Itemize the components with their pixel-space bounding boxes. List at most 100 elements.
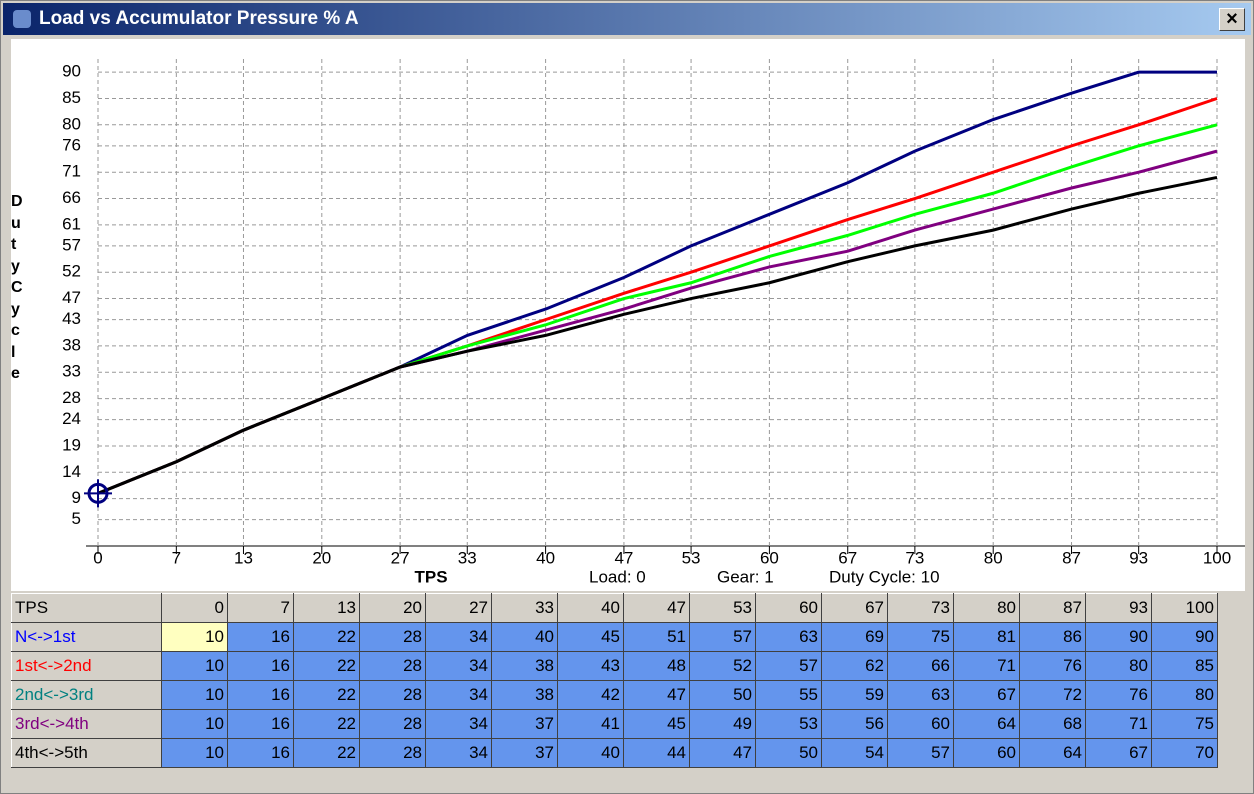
value-cell[interactable]: 16	[227, 709, 294, 739]
value-cell[interactable]: 40	[491, 622, 558, 652]
value-cell[interactable]: 22	[293, 738, 360, 768]
value-cell[interactable]: 57	[689, 622, 756, 652]
value-cell[interactable]: 55	[755, 680, 822, 710]
value-cell[interactable]: 37	[491, 709, 558, 739]
value-cell[interactable]: 22	[293, 709, 360, 739]
value-cell[interactable]: 42	[557, 680, 624, 710]
value-cell[interactable]: 69	[821, 622, 888, 652]
y-tick-label: 28	[62, 388, 81, 407]
value-cell[interactable]: 81	[953, 622, 1020, 652]
value-cell[interactable]: 52	[689, 651, 756, 681]
value-cell[interactable]: 10	[161, 709, 228, 739]
value-cell[interactable]: 49	[689, 709, 756, 739]
value-cell[interactable]: 75	[887, 622, 954, 652]
value-cell[interactable]: 64	[1019, 738, 1086, 768]
value-cell[interactable]: 62	[821, 651, 888, 681]
value-cell[interactable]: 90	[1085, 622, 1152, 652]
value-cell[interactable]: 16	[227, 738, 294, 768]
value-cell[interactable]: 10	[161, 622, 228, 652]
value-cell[interactable]: 44	[623, 738, 690, 768]
value-cell[interactable]: 10	[161, 738, 228, 768]
value-cell[interactable]: 66	[887, 651, 954, 681]
value-cell[interactable]: 28	[359, 738, 426, 768]
value-cell[interactable]: 56	[821, 709, 888, 739]
row-label: N<->1st	[11, 622, 162, 652]
status-duty: Duty Cycle: 10	[829, 567, 940, 586]
value-cell[interactable]: 71	[1085, 709, 1152, 739]
value-cell[interactable]: 10	[161, 680, 228, 710]
value-cell[interactable]: 47	[623, 680, 690, 710]
value-cell[interactable]: 76	[1019, 651, 1086, 681]
value-cell[interactable]: 34	[425, 651, 492, 681]
value-cell[interactable]: 41	[557, 709, 624, 739]
header-cell: 80	[953, 593, 1020, 623]
x-tick-label: 80	[984, 548, 1003, 567]
value-cell[interactable]: 50	[689, 680, 756, 710]
value-cell[interactable]: 34	[425, 738, 492, 768]
value-cell[interactable]: 63	[887, 680, 954, 710]
value-cell[interactable]: 47	[689, 738, 756, 768]
value-cell[interactable]: 34	[425, 709, 492, 739]
x-tick-label: 27	[391, 548, 410, 567]
value-cell[interactable]: 54	[821, 738, 888, 768]
y-tick-label: 66	[62, 188, 81, 207]
value-cell[interactable]: 10	[161, 651, 228, 681]
value-cell[interactable]: 64	[953, 709, 1020, 739]
value-cell[interactable]: 22	[293, 651, 360, 681]
value-cell[interactable]: 51	[623, 622, 690, 652]
value-cell[interactable]: 60	[953, 738, 1020, 768]
value-cell[interactable]: 67	[1085, 738, 1152, 768]
value-cell[interactable]: 57	[887, 738, 954, 768]
value-cell[interactable]: 43	[557, 651, 624, 681]
value-cell[interactable]: 90	[1151, 622, 1218, 652]
value-cell[interactable]: 45	[623, 709, 690, 739]
value-cell[interactable]: 80	[1151, 680, 1218, 710]
chart-bg	[11, 39, 1245, 591]
value-cell[interactable]: 68	[1019, 709, 1086, 739]
y-tick-label: 80	[62, 114, 81, 133]
y-tick-label: 24	[62, 409, 81, 428]
value-cell[interactable]: 28	[359, 709, 426, 739]
value-cell[interactable]: 34	[425, 680, 492, 710]
value-cell[interactable]: 48	[623, 651, 690, 681]
value-cell[interactable]: 38	[491, 651, 558, 681]
header-cell: 73	[887, 593, 954, 623]
table-row: 4th<->5th 10 16 22 28 34 37 40 44 47 50 54 57 60 64 67 7…	[11, 738, 1218, 768]
x-axis-label: TPS	[414, 567, 447, 586]
value-cell[interactable]: 71	[953, 651, 1020, 681]
value-cell[interactable]: 67	[953, 680, 1020, 710]
value-cell[interactable]: 22	[293, 622, 360, 652]
value-cell[interactable]: 40	[557, 738, 624, 768]
value-cell[interactable]: 86	[1019, 622, 1086, 652]
y-tick-label: 85	[62, 88, 81, 107]
value-cell[interactable]: 50	[755, 738, 822, 768]
value-cell[interactable]: 70	[1151, 738, 1218, 768]
value-cell[interactable]: 57	[755, 651, 822, 681]
value-cell[interactable]: 28	[359, 622, 426, 652]
x-tick-label: 40	[536, 548, 555, 567]
window-title: Load vs Accumulator Pressure % A	[39, 8, 359, 29]
value-cell[interactable]: 72	[1019, 680, 1086, 710]
value-cell[interactable]: 22	[293, 680, 360, 710]
value-cell[interactable]: 59	[821, 680, 888, 710]
value-cell[interactable]: 45	[557, 622, 624, 652]
value-cell[interactable]: 63	[755, 622, 822, 652]
value-cell[interactable]: 16	[227, 622, 294, 652]
x-tick-label: 100	[1203, 548, 1231, 567]
value-cell[interactable]: 75	[1151, 709, 1218, 739]
value-cell[interactable]: 53	[755, 709, 822, 739]
value-cell[interactable]: 76	[1085, 680, 1152, 710]
value-cell[interactable]: 38	[491, 680, 558, 710]
value-cell[interactable]: 34	[425, 622, 492, 652]
value-cell[interactable]: 60	[887, 709, 954, 739]
value-cell[interactable]: 16	[227, 680, 294, 710]
close-button[interactable]: ×	[1219, 8, 1245, 31]
value-cell[interactable]: 85	[1151, 651, 1218, 681]
value-cell[interactable]: 28	[359, 651, 426, 681]
header-cell: 93	[1085, 593, 1152, 623]
value-cell[interactable]: 37	[491, 738, 558, 768]
value-cell[interactable]: 16	[227, 651, 294, 681]
value-cell[interactable]: 28	[359, 680, 426, 710]
value-cell[interactable]: 80	[1085, 651, 1152, 681]
